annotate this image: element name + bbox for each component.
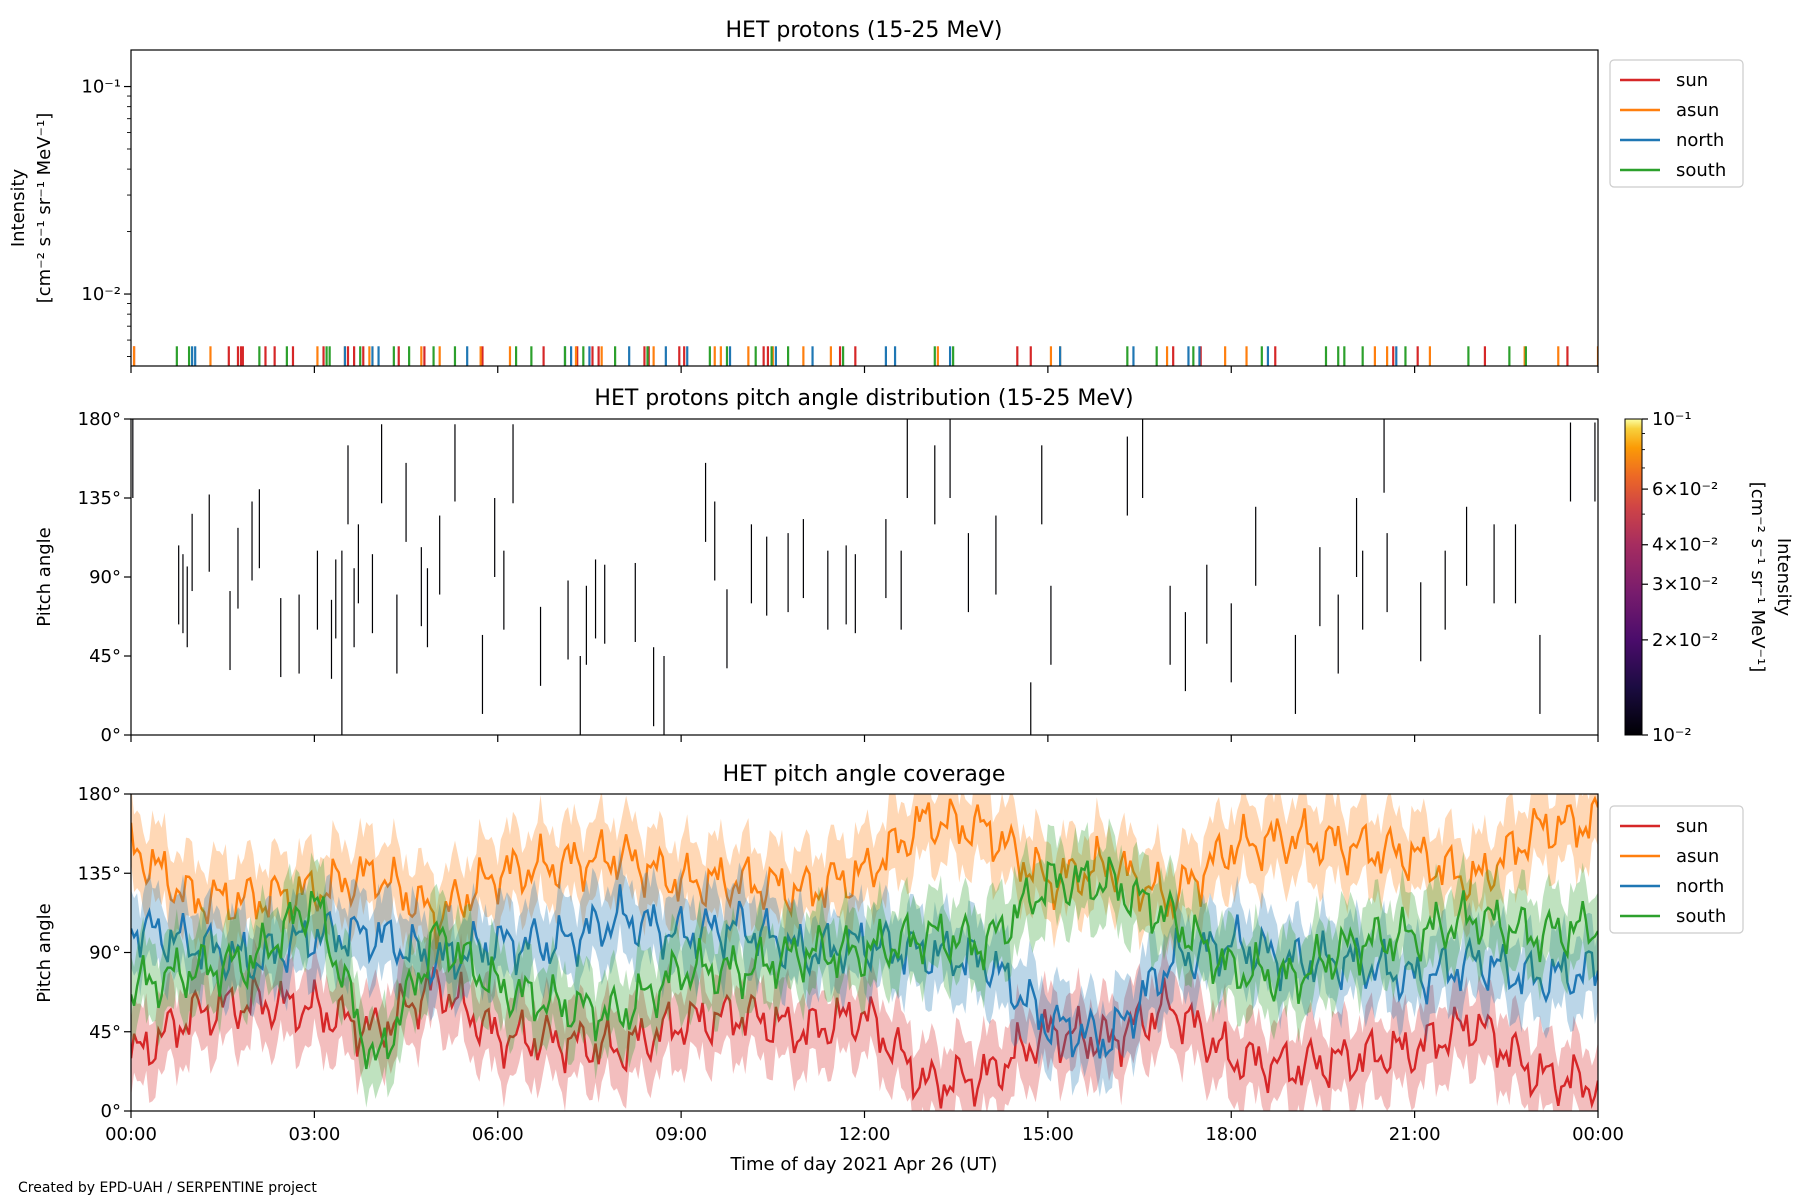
- panel2-title: HET protons pitch angle distribution (15…: [594, 386, 1133, 411]
- coverage-lines: [131, 794, 1598, 1111]
- ytick-label: 45°: [89, 1022, 121, 1043]
- legend-box: [1609, 59, 1744, 188]
- colorbar-tick-label: 6×10⁻²: [1652, 479, 1718, 500]
- legend-label-sun: sun: [1676, 70, 1708, 91]
- ytick-label: 180°: [78, 784, 121, 805]
- colorbar-tick-label: 10⁻¹: [1652, 409, 1692, 430]
- colorbar-label-line1: Intensity: [1773, 538, 1794, 617]
- ytick-label: 135°: [78, 863, 121, 884]
- intensity-spikes: [132, 346, 1598, 366]
- ytick-label: 10⁻²: [81, 284, 121, 305]
- panel3-title: HET pitch angle coverage: [723, 762, 1006, 787]
- ytick-label: 90°: [89, 567, 121, 588]
- panel1-ylabel-line1: Intensity: [8, 168, 29, 247]
- xtick-label: 21:00: [1389, 1124, 1441, 1145]
- xtick-label: 03:00: [288, 1124, 340, 1145]
- pad-cells: [132, 419, 1596, 735]
- legend-panel3: sun asun north south: [1609, 805, 1744, 934]
- legend-label-south: south: [1676, 906, 1726, 927]
- panel2-yaxis: 0° 45° 90° 135° 180°: [78, 409, 131, 746]
- xtick-label: 18:00: [1205, 1124, 1257, 1145]
- colorbar-tick-label: 4×10⁻²: [1652, 535, 1718, 556]
- xtick-label: 00:00: [1572, 1124, 1624, 1145]
- panel1-yaxis: 10⁻² 10⁻¹: [81, 77, 131, 357]
- coverage-line-sun: [131, 966, 1598, 1110]
- colorbar-tick-label: 3×10⁻²: [1652, 574, 1718, 595]
- ytick-label: 90°: [89, 943, 121, 964]
- panel3-yaxis: 0° 45° 90° 135° 180°: [78, 784, 131, 1122]
- legend-label-north: north: [1676, 130, 1724, 151]
- x-axis: 00:00 03:00 06:00 09:00 12:00 15:00 18:00 21:00…: [105, 366, 1624, 1145]
- xtick-label: 00:00: [105, 1124, 157, 1145]
- colorbar-tick-label: 10⁻²: [1652, 725, 1692, 746]
- legend-label-sun: sun: [1676, 816, 1708, 837]
- panel1-frame: [130, 49, 1599, 367]
- legend-label-south: south: [1676, 160, 1726, 181]
- legend-box: [1609, 805, 1744, 934]
- xtick-label: 15:00: [1022, 1124, 1074, 1145]
- colorbar-tick-label: 2×10⁻²: [1652, 630, 1718, 651]
- legend-panel1: sun asun north south: [1609, 59, 1744, 188]
- panel-intensity: HET protons (15-25 MeV) 10⁻² 10⁻¹ Intensi…: [8, 18, 1744, 367]
- ytick-label: 0°: [101, 1101, 121, 1122]
- ytick-label: 10⁻¹: [81, 77, 121, 98]
- colorbar: [1624, 418, 1643, 736]
- ytick-label: 135°: [78, 488, 121, 509]
- colorbar-label-line2: [cm⁻² s⁻¹ sr⁻¹ MeV⁻¹]: [1747, 482, 1768, 673]
- panel3-ylabel: Pitch angle: [34, 903, 55, 1002]
- panel2-ylabel: Pitch angle: [34, 527, 55, 626]
- legend-label-north: north: [1676, 876, 1724, 897]
- coverage-line-south: [131, 856, 1598, 1070]
- ytick-label: 45°: [89, 646, 121, 667]
- credit-text: Created by EPD-UAH / SERPENTINE project: [18, 1180, 317, 1196]
- panel1-ylabel-line2: [cm⁻² s⁻¹ sr⁻¹ MeV⁻¹]: [34, 113, 55, 304]
- coverage-line-asun: [131, 795, 1598, 950]
- panel-coverage: HET pitch angle coverage 0° 45° 90° 135° 180…: [34, 762, 1744, 1122]
- xtick-label: 06:00: [472, 1124, 524, 1145]
- coverage-line-north: [131, 884, 1598, 1059]
- xtick-label: 09:00: [655, 1124, 707, 1145]
- panel-pad: HET protons pitch angle distribution (15…: [34, 386, 1794, 746]
- x-axis-label: Time of day 2021 Apr 26 (UT): [730, 1154, 998, 1175]
- ytick-label: 180°: [78, 409, 121, 430]
- ytick-label: 0°: [101, 725, 121, 746]
- legend-label-asun: asun: [1676, 846, 1719, 867]
- xtick-label: 12:00: [839, 1124, 891, 1145]
- colorbar-ticks: 10⁻² 2×10⁻² 3×10⁻² 4×10⁻² 6×10⁻² 10⁻¹: [1642, 409, 1718, 746]
- legend-label-asun: asun: [1676, 100, 1719, 121]
- panel1-title: HET protons (15-25 MeV): [726, 18, 1003, 43]
- panel2-frame: [130, 418, 1599, 736]
